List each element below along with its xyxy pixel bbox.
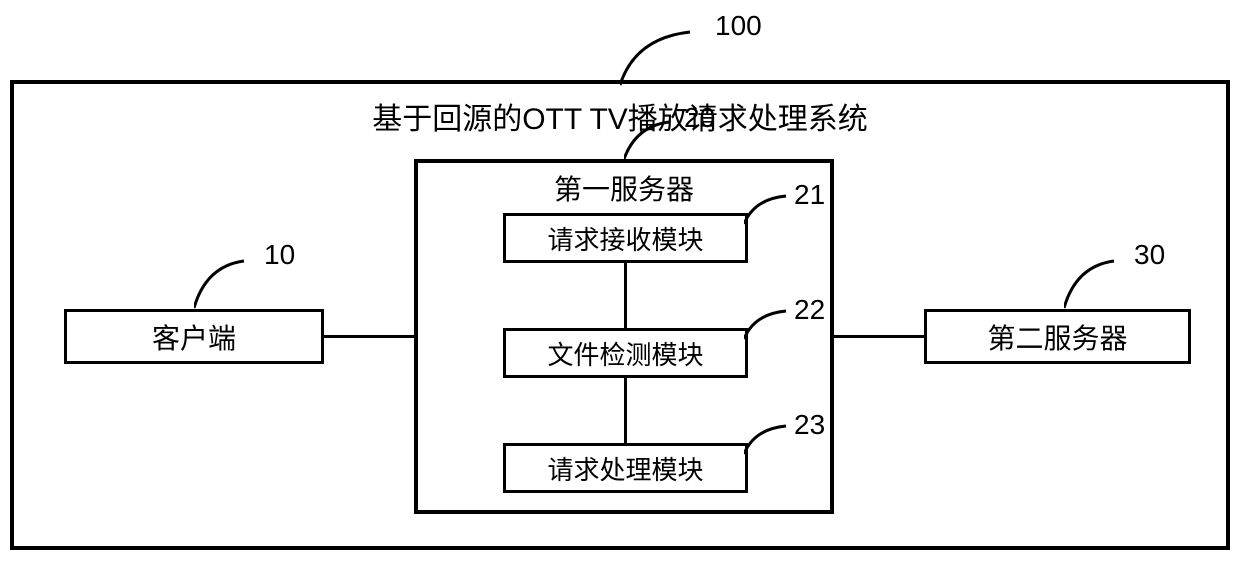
module-2-ref-line bbox=[744, 304, 789, 344]
module-3-ref-label: 23 bbox=[794, 409, 825, 441]
outer-ref-line bbox=[620, 20, 695, 88]
module-2-label: 文件检测模块 bbox=[547, 335, 703, 372]
request-process-module: 请求处理模块 bbox=[503, 443, 748, 493]
first-server-ref-label: 20 bbox=[684, 102, 715, 134]
outer-ref-label: 100 bbox=[715, 10, 762, 42]
module-1-ref-label: 21 bbox=[794, 179, 825, 211]
module-2-3-line bbox=[624, 378, 627, 443]
first-server-ref-line bbox=[624, 114, 672, 162]
system-container: 基于回源的OTT TV播放请求处理系统 20 客户端 10 第二服务器 30 第… bbox=[10, 80, 1230, 550]
client-to-server-line bbox=[324, 335, 414, 338]
module-1-ref-line bbox=[744, 189, 789, 229]
second-server-ref-label: 30 bbox=[1134, 239, 1165, 271]
server-to-second-line bbox=[834, 335, 924, 338]
client-box: 客户端 bbox=[64, 309, 324, 364]
file-detect-module: 文件检测模块 bbox=[503, 328, 748, 378]
client-label: 客户端 bbox=[152, 317, 236, 357]
module-2-ref-label: 22 bbox=[794, 294, 825, 326]
second-server-label: 第二服务器 bbox=[987, 317, 1127, 357]
module-1-label: 请求接收模块 bbox=[547, 220, 703, 257]
client-ref-line bbox=[194, 251, 246, 311]
request-receive-module: 请求接收模块 bbox=[503, 213, 748, 263]
client-ref-label: 10 bbox=[264, 239, 295, 271]
second-server-box: 第二服务器 bbox=[924, 309, 1191, 364]
module-3-ref-line bbox=[744, 419, 789, 459]
second-server-ref-line bbox=[1064, 251, 1116, 311]
system-title: 基于回源的OTT TV播放请求处理系统 bbox=[372, 94, 868, 138]
module-3-label: 请求处理模块 bbox=[547, 450, 703, 487]
module-1-2-line bbox=[624, 263, 627, 328]
first-server-title: 第一服务器 bbox=[554, 168, 694, 208]
